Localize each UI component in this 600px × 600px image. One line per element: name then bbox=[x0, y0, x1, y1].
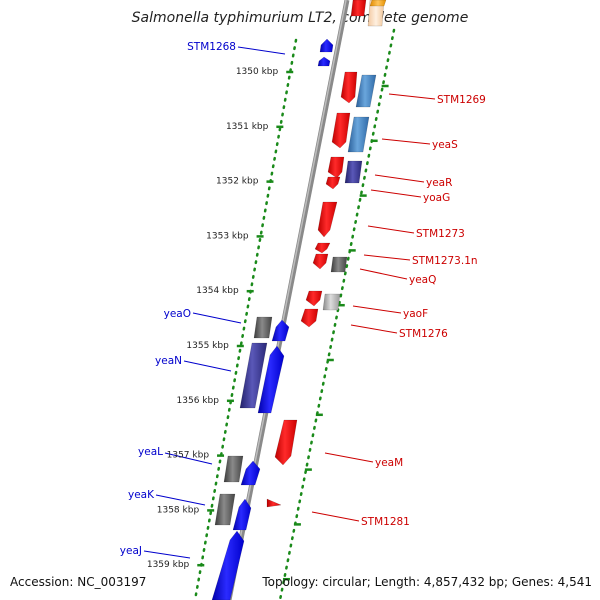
scale-tick-label: 1356 kbp bbox=[177, 396, 220, 406]
gene-arrow bbox=[347, 116, 370, 153]
gene-arrow bbox=[253, 316, 273, 339]
gene-arrow bbox=[331, 112, 351, 149]
genome-backbone bbox=[226, 0, 350, 600]
gene-label: STM1281 bbox=[361, 516, 410, 528]
gene-arrow bbox=[312, 253, 329, 270]
gene-arrow bbox=[317, 56, 331, 67]
gene-label: yeaM bbox=[375, 457, 403, 469]
gene-arrow bbox=[240, 460, 261, 486]
gene-leader-line bbox=[388, 93, 436, 100]
topology-label: Topology: circular; Length: 4,857,432 bp… bbox=[262, 575, 592, 589]
gene-arrow bbox=[305, 290, 323, 307]
scale-ticks bbox=[197, 70, 389, 581]
map-title: Salmonella typhimurium LT2, complete gen… bbox=[131, 10, 469, 26]
gene-label: yeaR bbox=[426, 177, 452, 189]
gene-arrow bbox=[232, 498, 252, 531]
gene-label: STM1273.1n bbox=[412, 255, 478, 267]
gene-arrow bbox=[266, 498, 282, 508]
scale-tick-label: 1351 kbp bbox=[226, 122, 269, 132]
gene-arrow bbox=[239, 342, 268, 409]
scale-tick-label: 1359 kbp bbox=[147, 560, 190, 570]
gene-features bbox=[211, 0, 387, 600]
gene-label: yeaO bbox=[164, 308, 191, 320]
gene-label: STM1273 bbox=[416, 228, 465, 240]
gene-leader-line bbox=[363, 254, 411, 261]
gene-leader-line bbox=[324, 452, 374, 463]
accession-label: Accession: NC_003197 bbox=[10, 575, 147, 589]
scale-tick-label: 1354 kbp bbox=[196, 286, 239, 296]
gene-arrow bbox=[319, 38, 334, 53]
gene-leader-line bbox=[370, 189, 422, 198]
gene-label: yeaN bbox=[155, 355, 182, 367]
gene-arrow bbox=[223, 455, 244, 483]
gene-arrow bbox=[214, 493, 236, 526]
scale-tick-label: 1353 kbp bbox=[206, 231, 249, 241]
label-leaders bbox=[143, 46, 436, 559]
gene-leader-line bbox=[359, 268, 408, 280]
gene-leader-line bbox=[183, 360, 232, 372]
scale-tick-label: 1352 kbp bbox=[216, 177, 259, 187]
gene-labels: STM1268 STM1269 yeaS yeaR yoaG STM1273 STM1273… bbox=[120, 41, 486, 557]
gene-arrow bbox=[330, 256, 348, 273]
gene-label: STM1276 bbox=[399, 328, 448, 340]
scale-labels: 1350 kbp 1351 kbp 1352 kbp 1353 kbp 1354 kbp… bbox=[147, 67, 279, 570]
gene-label: yeaJ bbox=[120, 545, 142, 557]
gene-arrow bbox=[350, 0, 367, 17]
gene-leader-line bbox=[311, 511, 360, 522]
gene-arrow bbox=[340, 71, 358, 104]
gene-leader-line bbox=[350, 324, 398, 334]
gene-label: yoaG bbox=[423, 192, 450, 204]
gene-arrow bbox=[327, 156, 345, 179]
gene-leader-line bbox=[352, 305, 402, 314]
gene-arrow bbox=[355, 74, 377, 108]
gene-arrow bbox=[274, 419, 298, 466]
gene-label: yeaL bbox=[138, 446, 163, 458]
scale-tick-label: 1358 kbp bbox=[157, 505, 200, 515]
gene-label: yeaK bbox=[128, 489, 155, 501]
gene-leader-line bbox=[381, 138, 431, 145]
scale-track-outer bbox=[278, 28, 396, 600]
gene-label: STM1268 bbox=[187, 41, 236, 53]
gene-arrow bbox=[367, 0, 385, 27]
gene-leader-line bbox=[155, 494, 206, 506]
gene-arrow bbox=[325, 176, 341, 190]
gene-leader-line bbox=[237, 46, 286, 55]
gene-leader-line bbox=[164, 452, 213, 465]
gene-arrow bbox=[322, 293, 341, 311]
gene-label: yaoF bbox=[403, 308, 428, 320]
gene-arrow bbox=[257, 345, 285, 414]
scale-tick-label: 1355 kbp bbox=[186, 341, 229, 351]
gene-arrow bbox=[271, 319, 290, 342]
gene-leader-line bbox=[374, 174, 425, 183]
gene-label: STM1269 bbox=[437, 94, 486, 106]
gene-arrow bbox=[369, 0, 387, 7]
scale-track-inner bbox=[193, 38, 298, 600]
scale-tick-label: 1357 kbp bbox=[167, 451, 210, 461]
gene-arrow bbox=[314, 242, 331, 254]
genome-backbone-line bbox=[226, 0, 350, 600]
tick-track bbox=[193, 28, 396, 600]
gene-label: yeaS bbox=[432, 139, 458, 151]
gene-leader-line bbox=[143, 550, 191, 559]
gene-arrow bbox=[317, 201, 338, 238]
gene-label: yeaQ bbox=[409, 274, 436, 286]
gene-leader-line bbox=[367, 225, 415, 234]
gene-leader-line bbox=[192, 312, 242, 324]
gene-arrow bbox=[344, 160, 363, 184]
gene-arrow bbox=[211, 530, 245, 600]
gene-arrow bbox=[300, 308, 319, 328]
scale-tick-label: 1350 kbp bbox=[236, 67, 279, 77]
